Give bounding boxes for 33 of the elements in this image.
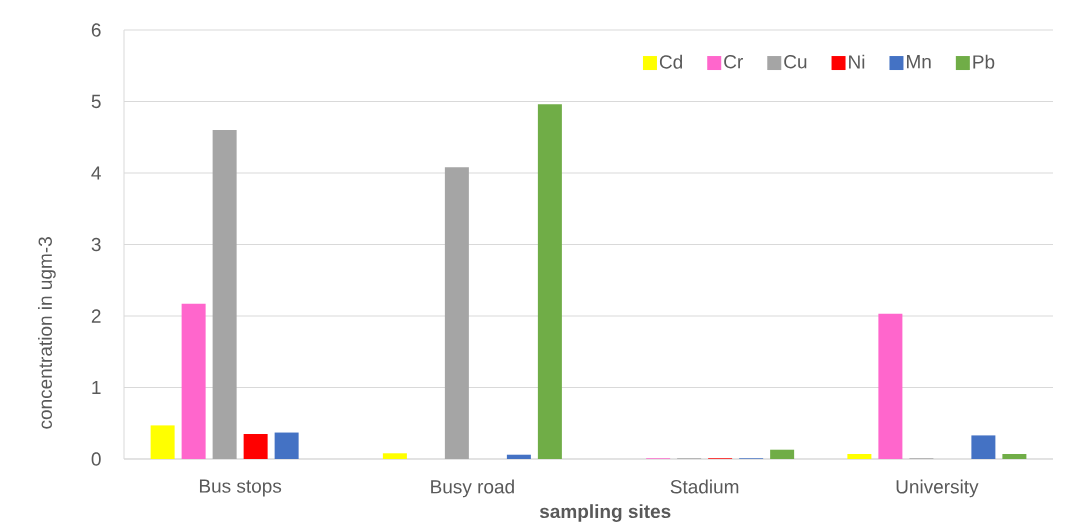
x-tick-label: Stadium [670,479,739,494]
x-tick-label: Busy road [431,479,514,498]
y-tick-label: 5 [91,94,101,109]
bar [181,303,206,459]
y-tick-label: 0 [91,452,101,466]
legend-label: Pb [973,54,995,69]
legend-label: Cu [784,54,807,69]
y-tick-label: 3 [91,237,101,252]
bar [506,454,531,459]
y-axis-title: concentration in ugm-3 [38,237,56,429]
bar [444,167,469,459]
bar [150,425,175,459]
bar [878,313,903,459]
bar [770,449,795,459]
bar [847,454,872,459]
y-tick-label: 1 [92,380,101,395]
legend-label: Ni [849,54,865,69]
bar [1002,454,1027,459]
y-tick-label: 6 [91,23,101,37]
y-tick-label: 4 [91,166,101,180]
bar [274,432,299,459]
legend-label: Cd [659,54,683,69]
y-tick-label: 2 [91,309,101,323]
bar [382,453,407,459]
bar [971,435,996,459]
legend-label: Cr [724,54,743,69]
x-tick-label: Bus stops [199,479,282,497]
x-axis-title: sampling sites [539,504,671,522]
bar [212,130,237,459]
legend-label: Mn [907,55,931,69]
bar [243,433,268,459]
x-tick-label: University [896,479,979,498]
bar [537,104,562,459]
